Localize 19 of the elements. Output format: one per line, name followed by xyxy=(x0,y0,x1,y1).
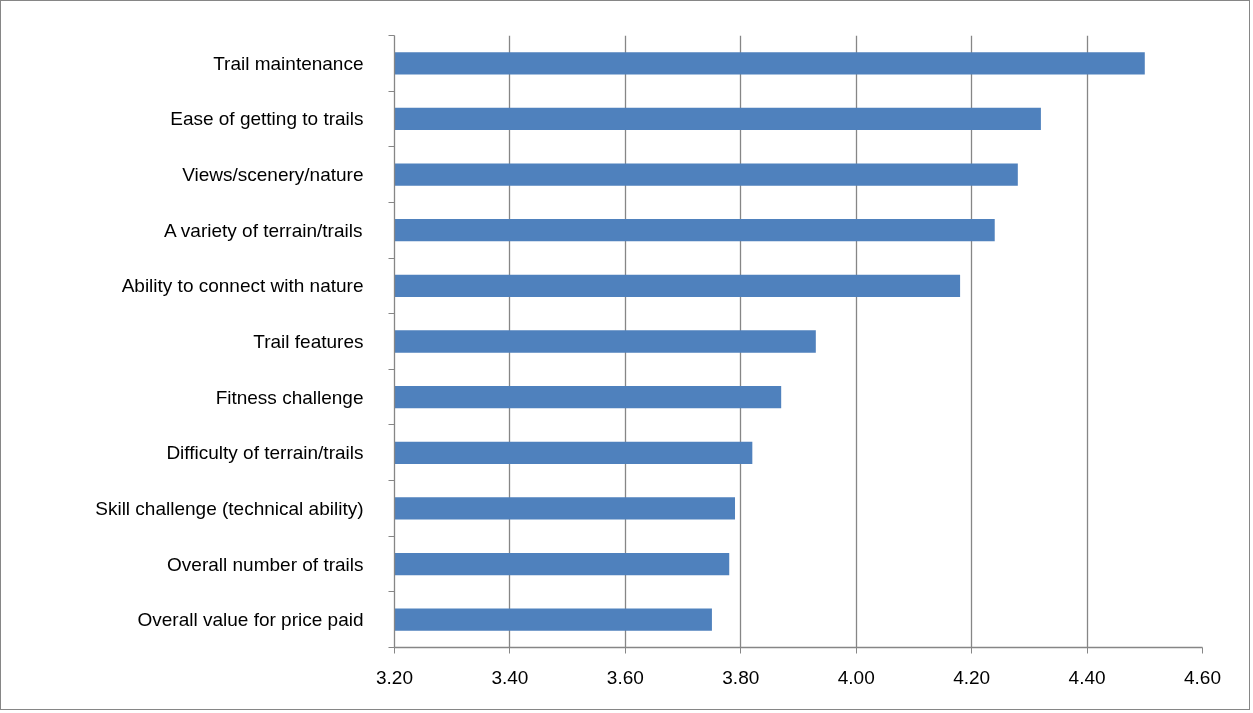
y-tick-label: Overall number of trails xyxy=(167,553,364,575)
x-tick-label: 4.40 xyxy=(1068,666,1106,688)
y-tick-label: Views/scenery/nature xyxy=(182,164,364,186)
y-tick-label: Skill challenge (technical ability) xyxy=(95,497,364,519)
x-tick-label: 3.80 xyxy=(722,666,760,688)
x-tick-label: 3.20 xyxy=(376,666,413,688)
x-tick-label: 3.40 xyxy=(491,666,529,688)
y-tick-label: Trail features xyxy=(253,331,364,352)
y-tick-label: Trail maintenance xyxy=(213,52,364,74)
y-tick-label: A variety of terrain/trails xyxy=(163,219,363,241)
x-tick-label: 4.20 xyxy=(953,666,991,688)
y-tick-label: Overall value for price paid xyxy=(137,609,364,631)
x-tick-label: 3.60 xyxy=(606,666,644,688)
x-tick-label: 4.60 xyxy=(1184,666,1221,688)
y-tick-label: Difficulty of terrain/trails xyxy=(166,442,364,464)
y-tick-label: Ease of getting to trails xyxy=(170,108,364,130)
x-tick-label: 4.00 xyxy=(837,666,875,688)
y-tick-label: Fitness challenge xyxy=(215,386,364,408)
y-tick-label: Ability to connect with nature xyxy=(121,275,364,297)
